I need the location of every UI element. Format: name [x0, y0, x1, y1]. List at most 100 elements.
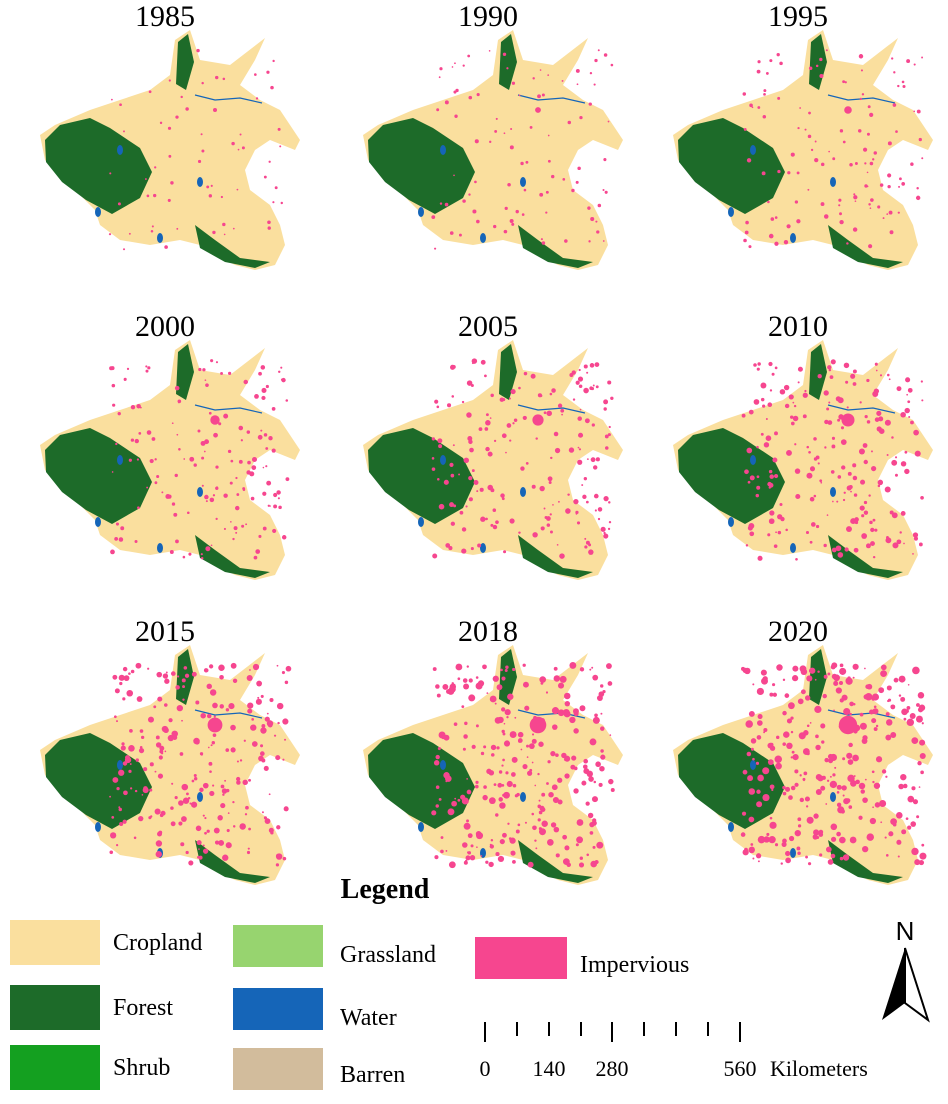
impervious-patch — [813, 494, 817, 498]
impervious-patch — [876, 410, 882, 416]
impervious-patch — [467, 54, 471, 58]
impervious-patch — [499, 397, 505, 402]
impervious-patch — [512, 422, 515, 425]
impervious-patch — [757, 60, 761, 64]
impervious-patch — [122, 819, 127, 824]
impervious-patch — [839, 667, 847, 675]
impervious-patch — [502, 732, 506, 736]
impervious-patch — [276, 702, 284, 710]
impervious-patch — [603, 407, 607, 411]
impervious-patch — [767, 533, 771, 537]
impervious-patch — [239, 823, 246, 830]
water-body — [440, 455, 446, 465]
impervious-patch — [784, 403, 790, 409]
impervious-patch — [225, 788, 230, 793]
impervious-patch — [591, 423, 595, 427]
impervious-patch — [554, 447, 561, 454]
impervious-patch — [916, 451, 920, 454]
impervious-patch — [242, 487, 246, 491]
impervious-patch — [608, 778, 614, 785]
impervious-patch — [449, 502, 455, 508]
impervious-patch — [551, 707, 560, 715]
impervious-patch — [597, 203, 602, 208]
impervious-patch — [846, 526, 852, 533]
impervious-patch — [482, 794, 488, 801]
water-body — [197, 792, 203, 802]
impervious-patch — [285, 477, 290, 482]
impervious-patch — [265, 384, 269, 389]
impervious-patch — [527, 770, 533, 776]
impervious-patch — [444, 100, 449, 105]
impervious-patch — [178, 800, 184, 806]
impervious-patch — [176, 704, 184, 712]
impervious-patch — [873, 782, 881, 789]
impervious-patch — [799, 107, 802, 109]
impervious-patch — [134, 438, 139, 444]
impervious-patch — [921, 722, 924, 725]
impervious-patch — [859, 401, 862, 404]
impervious-patch — [921, 157, 924, 160]
impervious-patch — [220, 784, 225, 789]
impervious-patch — [466, 819, 469, 823]
impervious-patch — [145, 365, 148, 368]
impervious-patch — [820, 162, 825, 167]
impervious-patch — [870, 465, 877, 472]
impervious-patch — [749, 475, 755, 481]
impervious-patch — [201, 484, 204, 487]
impervious-patch — [588, 549, 594, 555]
impervious-patch — [607, 380, 612, 385]
impervious-patch — [896, 386, 902, 392]
impervious-patch — [776, 735, 780, 740]
impervious-patch — [836, 831, 841, 837]
impervious-patch — [273, 734, 277, 737]
impervious-patch — [842, 854, 850, 861]
impervious-patch — [741, 413, 746, 418]
impervious-patch — [489, 845, 492, 848]
impervious-patch — [502, 758, 505, 762]
impervious-patch — [248, 827, 251, 831]
impervious-patch — [896, 839, 902, 845]
impervious-patch — [846, 485, 852, 491]
impervious-patch — [569, 716, 576, 724]
impervious-patch — [827, 753, 834, 760]
impervious-patch — [595, 385, 599, 389]
impervious-patch — [208, 194, 213, 198]
impervious-patch — [227, 812, 230, 815]
scale-label: 560 — [724, 1056, 757, 1081]
impervious-patch — [243, 739, 246, 742]
impervious-patch — [573, 788, 579, 794]
impervious-patch — [918, 859, 925, 866]
impervious-patch — [276, 664, 279, 667]
impervious-patch — [879, 374, 883, 377]
impervious-patch — [129, 787, 133, 790]
impervious-patch — [562, 178, 566, 181]
impervious-patch — [832, 157, 836, 161]
impervious-patch — [886, 685, 892, 691]
impervious-patch — [158, 755, 163, 760]
impervious-patch — [578, 384, 583, 389]
impervious-patch — [786, 224, 791, 229]
impervious-patch — [236, 760, 239, 763]
impervious-patch — [200, 556, 204, 560]
impervious-patch — [843, 362, 850, 369]
impervious-patch — [916, 109, 921, 114]
impervious-patch — [221, 788, 228, 794]
impervious-patch — [545, 190, 549, 194]
impervious-patch — [121, 742, 125, 746]
impervious-patch — [846, 752, 853, 759]
impervious-patch — [823, 214, 829, 219]
impervious-patch — [831, 436, 836, 440]
impervious-patch — [804, 389, 807, 393]
impervious-patch — [804, 128, 807, 131]
impervious-patch — [149, 762, 154, 767]
impervious-patch — [123, 675, 130, 682]
impervious-patch — [462, 199, 466, 203]
impervious-patch — [135, 662, 142, 669]
impervious-patch — [757, 106, 761, 109]
impervious-patch — [454, 62, 456, 65]
impervious-patch — [232, 227, 235, 230]
impervious-patch — [247, 460, 251, 465]
impervious-patch — [869, 112, 874, 117]
impervious-patch — [152, 193, 157, 198]
impervious-patch — [276, 825, 281, 830]
